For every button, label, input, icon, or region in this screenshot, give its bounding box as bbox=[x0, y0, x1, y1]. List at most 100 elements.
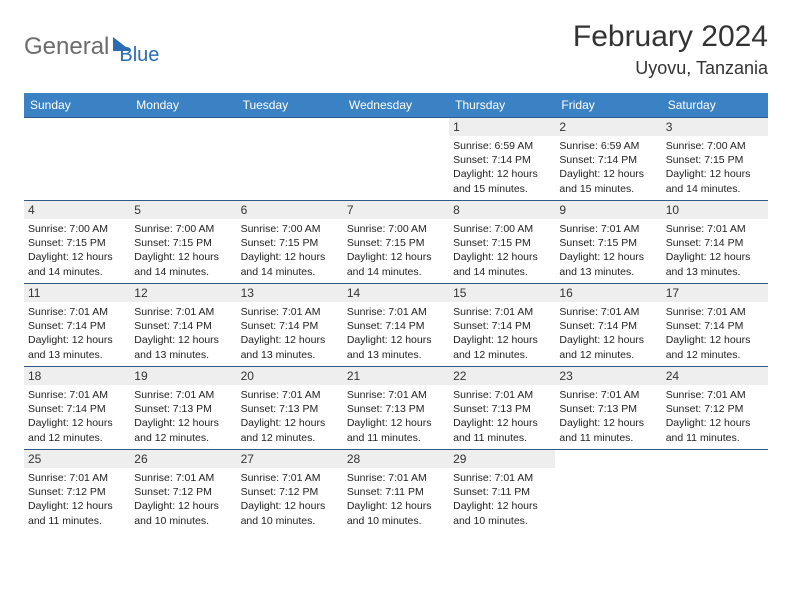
week-row: 18Sunrise: 7:01 AMSunset: 7:14 PMDayligh… bbox=[24, 366, 768, 449]
day-number: 16 bbox=[555, 284, 661, 302]
day-details: Sunrise: 7:01 AMSunset: 7:15 PMDaylight:… bbox=[559, 222, 657, 279]
sunset-line: Sunset: 7:13 PM bbox=[453, 402, 551, 416]
sunset-line: Sunset: 7:14 PM bbox=[666, 236, 764, 250]
day-details: Sunrise: 7:00 AMSunset: 7:15 PMDaylight:… bbox=[453, 222, 551, 279]
sunrise-line: Sunrise: 7:01 AM bbox=[453, 305, 551, 319]
day-details: Sunrise: 7:01 AMSunset: 7:14 PMDaylight:… bbox=[241, 305, 339, 362]
weekday-header: Thursday bbox=[449, 93, 555, 117]
day-cell: 26Sunrise: 7:01 AMSunset: 7:12 PMDayligh… bbox=[130, 450, 236, 532]
day-cell: 16 Sunrise: 7:01 AMSunset: 7:14 PMDayligh… bbox=[555, 284, 661, 366]
daylight-line: Daylight: 12 hours and 11 minutes. bbox=[666, 416, 764, 444]
calendar-grid: SundayMondayTuesdayWednesdayThursdayFrid… bbox=[24, 93, 768, 532]
day-cell: 3Sunrise: 7:00 AMSunset: 7:15 PMDaylight… bbox=[662, 118, 768, 200]
day-cell: 29 Sunrise: 7:01 AMSunset: 7:11 PMDayligh… bbox=[449, 450, 555, 532]
day-cell: 10Sunrise: 7:01 AMSunset: 7:14 PMDayligh… bbox=[662, 201, 768, 283]
day-number: 23 bbox=[555, 367, 661, 385]
day-cell: 2Sunrise: 6:59 AMSunset: 7:14 PMDaylight… bbox=[555, 118, 661, 200]
sunset-line: Sunset: 7:15 PM bbox=[241, 236, 339, 250]
day-cell: 13 Sunrise: 7:01 AMSunset: 7:14 PMDayligh… bbox=[237, 284, 343, 366]
sunset-line: Sunset: 7:15 PM bbox=[453, 236, 551, 250]
sunset-line: Sunset: 7:12 PM bbox=[241, 485, 339, 499]
sunrise-line: Sunrise: 7:01 AM bbox=[241, 471, 339, 485]
sunset-line: Sunset: 7:14 PM bbox=[453, 153, 551, 167]
sunrise-line: Sunrise: 7:00 AM bbox=[347, 222, 445, 236]
sunset-line: Sunset: 7:12 PM bbox=[28, 485, 126, 499]
day-cell: 11Sunrise: 7:01 AMSunset: 7:14 PMDayligh… bbox=[24, 284, 130, 366]
day-cell: 19Sunrise: 7:01 AMSunset: 7:13 PMDayligh… bbox=[130, 367, 236, 449]
day-details: Sunrise: 7:01 AMSunset: 7:14 PMDaylight:… bbox=[559, 305, 657, 362]
daylight-line: Daylight: 12 hours and 13 minutes. bbox=[28, 333, 126, 361]
sunrise-line: Sunrise: 7:01 AM bbox=[347, 388, 445, 402]
weekday-header-row: SundayMondayTuesdayWednesdayThursdayFrid… bbox=[24, 93, 768, 117]
logo-word2: Blue bbox=[119, 44, 159, 67]
day-cell: 25 Sunrise: 7:01 AMSunset: 7:12 PMDayligh… bbox=[24, 450, 130, 532]
day-cell-empty bbox=[343, 118, 449, 200]
sunrise-line: Sunrise: 7:00 AM bbox=[28, 222, 126, 236]
weekday-header: Wednesday bbox=[343, 93, 449, 117]
day-number: 25 bbox=[24, 450, 130, 468]
day-number: 27 bbox=[237, 450, 343, 468]
sunrise-line: Sunrise: 7:01 AM bbox=[666, 305, 764, 319]
daylight-line: Daylight: 12 hours and 13 minutes. bbox=[559, 250, 657, 278]
sunset-line: Sunset: 7:15 PM bbox=[347, 236, 445, 250]
week-row: 1Sunrise: 6:59 AMSunset: 7:14 PMDaylight… bbox=[24, 117, 768, 200]
day-number: 22 bbox=[449, 367, 555, 385]
day-cell: 17Sunrise: 7:01 AMSunset: 7:14 PMDayligh… bbox=[662, 284, 768, 366]
daylight-line: Daylight: 12 hours and 10 minutes. bbox=[453, 499, 551, 527]
day-number: 6 bbox=[237, 201, 343, 219]
sunrise-line: Sunrise: 7:01 AM bbox=[134, 388, 232, 402]
daylight-line: Daylight: 12 hours and 14 minutes. bbox=[453, 250, 551, 278]
day-number: 12 bbox=[130, 284, 236, 302]
daylight-line: Daylight: 12 hours and 12 minutes. bbox=[559, 333, 657, 361]
day-number: 7 bbox=[343, 201, 449, 219]
day-number: 8 bbox=[449, 201, 555, 219]
day-number: 5 bbox=[130, 201, 236, 219]
day-number: 15 bbox=[449, 284, 555, 302]
sunrise-line: Sunrise: 7:01 AM bbox=[28, 471, 126, 485]
sunset-line: Sunset: 7:13 PM bbox=[559, 402, 657, 416]
sunset-line: Sunset: 7:15 PM bbox=[666, 153, 764, 167]
day-cell-empty bbox=[555, 450, 661, 532]
sunrise-line: Sunrise: 7:01 AM bbox=[241, 388, 339, 402]
day-cell: 24Sunrise: 7:01 AMSunset: 7:12 PMDayligh… bbox=[662, 367, 768, 449]
sunset-line: Sunset: 7:15 PM bbox=[134, 236, 232, 250]
day-details: Sunrise: 7:01 AMSunset: 7:11 PMDaylight:… bbox=[453, 471, 551, 528]
day-details: Sunrise: 6:59 AMSunset: 7:14 PMDaylight:… bbox=[453, 139, 551, 196]
daylight-line: Daylight: 12 hours and 12 minutes. bbox=[134, 416, 232, 444]
weeks-container: 1Sunrise: 6:59 AMSunset: 7:14 PMDaylight… bbox=[24, 117, 768, 532]
location-label: Uyovu, Tanzania bbox=[573, 58, 768, 79]
weekday-header: Saturday bbox=[662, 93, 768, 117]
daylight-line: Daylight: 12 hours and 10 minutes. bbox=[134, 499, 232, 527]
sunrise-line: Sunrise: 7:01 AM bbox=[134, 305, 232, 319]
day-cell: 7Sunrise: 7:00 AMSunset: 7:15 PMDaylight… bbox=[343, 201, 449, 283]
sunrise-line: Sunrise: 7:01 AM bbox=[559, 222, 657, 236]
day-details: Sunrise: 6:59 AMSunset: 7:14 PMDaylight:… bbox=[559, 139, 657, 196]
logo: General Blue bbox=[24, 20, 159, 67]
sunset-line: Sunset: 7:11 PM bbox=[347, 485, 445, 499]
day-number: 9 bbox=[555, 201, 661, 219]
daylight-line: Daylight: 12 hours and 12 minutes. bbox=[28, 416, 126, 444]
day-number: 20 bbox=[237, 367, 343, 385]
day-cell-empty bbox=[237, 118, 343, 200]
sunrise-line: Sunrise: 7:01 AM bbox=[453, 471, 551, 485]
daylight-line: Daylight: 12 hours and 10 minutes. bbox=[347, 499, 445, 527]
day-number: 29 bbox=[449, 450, 555, 468]
sunrise-line: Sunrise: 7:00 AM bbox=[453, 222, 551, 236]
sunrise-line: Sunrise: 7:01 AM bbox=[134, 471, 232, 485]
weekday-header: Tuesday bbox=[237, 93, 343, 117]
daylight-line: Daylight: 12 hours and 13 minutes. bbox=[666, 250, 764, 278]
day-number: 21 bbox=[343, 367, 449, 385]
day-cell: 4Sunrise: 7:00 AMSunset: 7:15 PMDaylight… bbox=[24, 201, 130, 283]
day-details: Sunrise: 7:01 AMSunset: 7:12 PMDaylight:… bbox=[28, 471, 126, 528]
day-details: Sunrise: 7:01 AMSunset: 7:11 PMDaylight:… bbox=[347, 471, 445, 528]
day-cell: 23Sunrise: 7:01 AMSunset: 7:13 PMDayligh… bbox=[555, 367, 661, 449]
day-number: 13 bbox=[237, 284, 343, 302]
daylight-line: Daylight: 12 hours and 14 minutes. bbox=[134, 250, 232, 278]
sunrise-line: Sunrise: 6:59 AM bbox=[559, 139, 657, 153]
day-cell: 15Sunrise: 7:01 AMSunset: 7:14 PMDayligh… bbox=[449, 284, 555, 366]
day-number: 24 bbox=[662, 367, 768, 385]
daylight-line: Daylight: 12 hours and 11 minutes. bbox=[347, 416, 445, 444]
calendar-page: General Blue February 2024 Uyovu, Tanzan… bbox=[0, 0, 792, 552]
day-number: 17 bbox=[662, 284, 768, 302]
month-title: February 2024 bbox=[573, 20, 768, 54]
